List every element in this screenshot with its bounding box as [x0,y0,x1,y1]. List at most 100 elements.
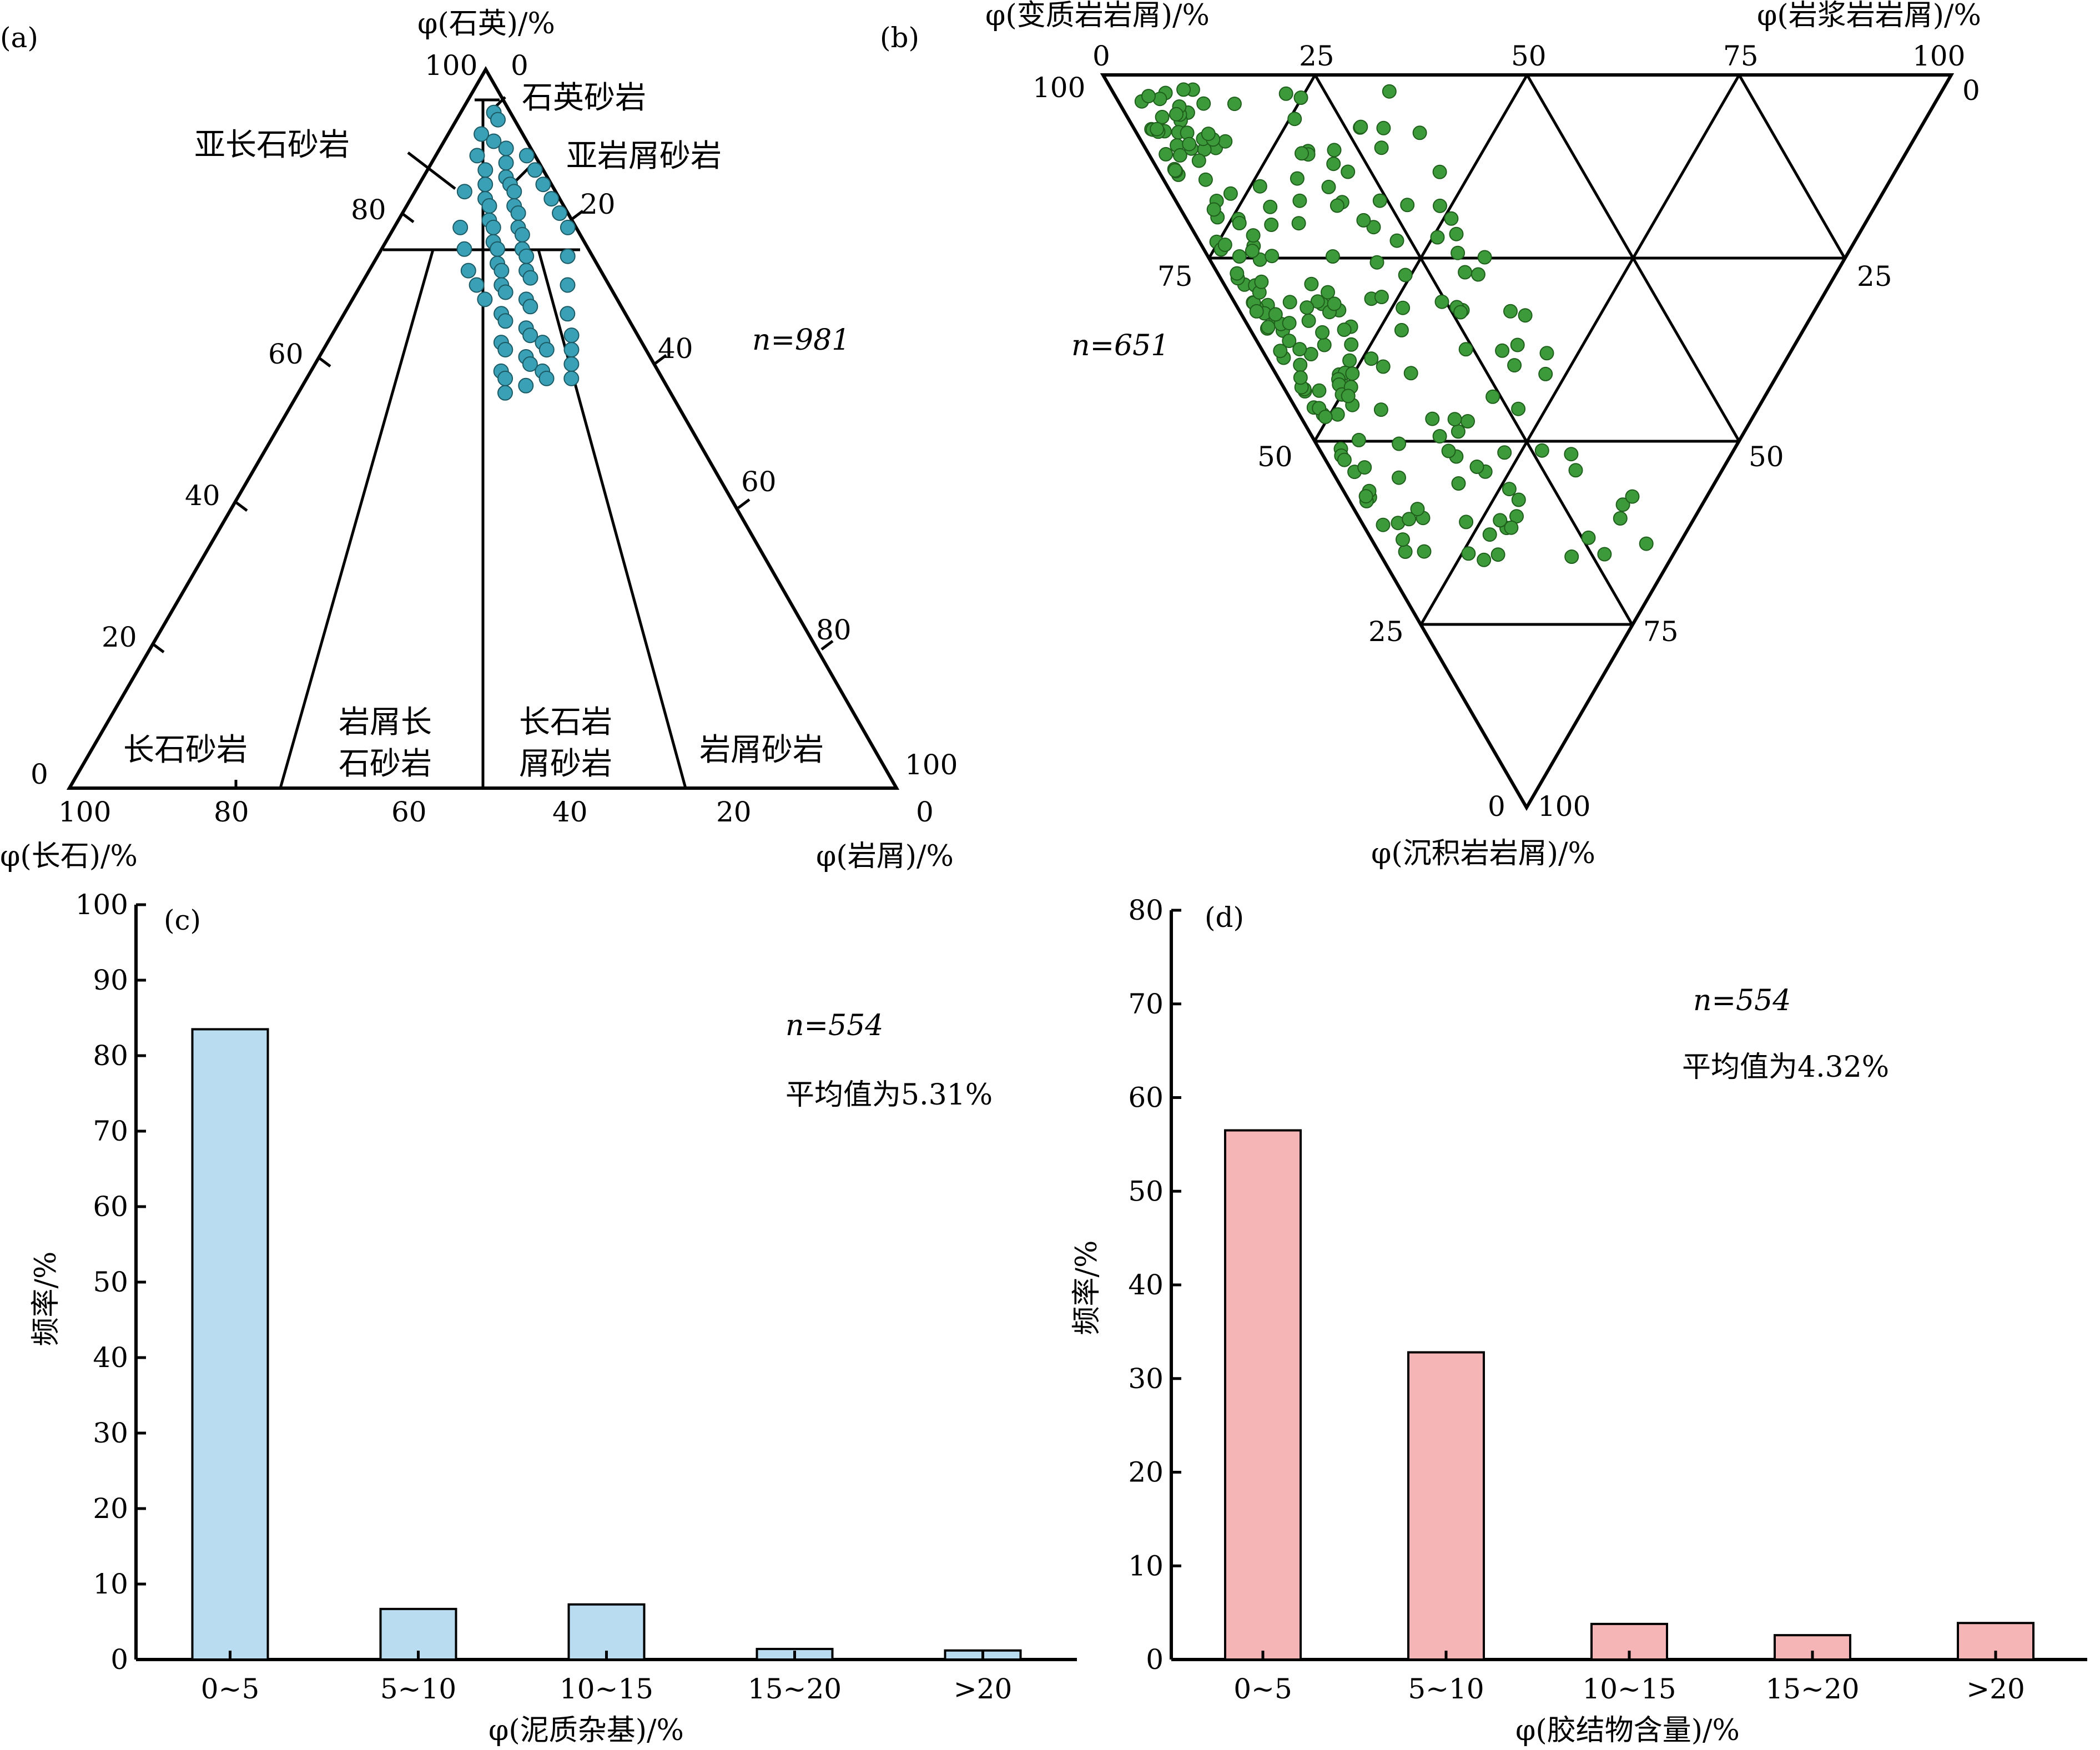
data-point [1396,532,1410,547]
data-point [1447,412,1462,427]
data-point [1369,255,1384,270]
data-point [1254,274,1269,289]
data-point [1327,296,1342,311]
data-point [1318,410,1333,425]
tick-label: 0 [1092,40,1110,72]
data-point [1232,216,1247,230]
data-point [1449,226,1464,241]
data-point [490,241,506,257]
data-point [1432,164,1447,179]
data-point [1564,447,1579,462]
data-point [1581,530,1596,545]
y-tick-label: 40 [93,1342,128,1374]
data-point [1159,147,1174,162]
grid-line [1419,74,1741,626]
data-point [1507,358,1522,373]
bar-chart-c: (c) 0 10 20 30 40 50 60 70 80 90 100 0~5 5~10 10~15 1… [29,889,1077,1747]
grid-line [1207,74,1317,259]
grid-line [1525,74,1741,442]
data-point [563,370,580,386]
tick-label: 40 [658,332,693,365]
data-point [456,241,472,257]
data-point [1389,233,1404,248]
data-point [1330,198,1344,213]
data-points-b [1134,82,1654,567]
y-tick-label: 60 [93,1191,128,1223]
tick-label: 75 [1157,260,1193,292]
data-point [460,263,476,279]
data-point [538,342,555,358]
data-point [1511,401,1526,416]
field-boundary-right [537,249,687,789]
data-point [1317,337,1332,352]
y-tick-label: 80 [1128,894,1164,926]
data-point [1458,265,1473,280]
data-point [1538,366,1553,381]
y-tick-label: 0 [110,1643,128,1676]
data-point [481,198,497,214]
data-point [560,219,576,235]
data-point [452,219,469,235]
data-point [1374,140,1389,155]
tick-label: 80 [351,194,386,226]
data-point [1232,249,1247,264]
x-tick-label: 10~15 [560,1673,653,1705]
data-point [1376,517,1391,532]
data-point [1403,366,1418,381]
tick-label: 0 [1962,74,1980,107]
tick-label: 0 [1488,790,1505,823]
data-point [474,126,490,142]
tick-label: 40 [185,480,220,512]
y-tick-label: 40 [1128,1269,1164,1301]
data-point [1539,346,1554,361]
data-point [1392,436,1407,451]
data-point [514,226,530,243]
bar [191,1028,269,1661]
field-label-line1: 岩屑长 [339,704,432,740]
data-point [1345,366,1360,381]
data-point [1451,245,1466,260]
mean-label-d: 平均值为4.32% [1682,1051,1889,1084]
data-point [1396,300,1411,315]
data-points-a [452,104,580,401]
tick-label: 60 [391,796,427,828]
data-point [1425,411,1440,426]
right-ticks-a [571,210,834,650]
data-point [1364,351,1379,366]
y-tick-label: 70 [1128,988,1164,1020]
data-point [522,327,538,344]
data-point [1227,97,1242,112]
data-point [1510,337,1525,352]
data-point [522,299,538,315]
y-tick-label: 70 [93,1115,128,1147]
data-point [1287,112,1302,127]
data-point [1430,230,1445,245]
tick-label: 100 [425,49,477,82]
tick-label: 100 [58,796,111,828]
data-point [560,248,576,264]
data-point [1470,267,1485,282]
y-tick-label: 100 [75,889,128,921]
tick-label: 25 [1299,40,1334,72]
field-label-line2: 石砂岩 [339,746,432,782]
data-point [1218,134,1233,149]
data-point [497,385,513,401]
data-point [1341,389,1356,404]
field-label: 亚长石砂岩 [194,127,350,163]
tick-label: 50 [1257,441,1293,473]
y-tick-label: 30 [93,1417,128,1449]
data-point [1292,193,1307,208]
data-point [1282,295,1297,310]
data-point [518,248,535,264]
top-axis-title-a: φ(石英)/% [417,7,555,41]
data-point [527,162,543,178]
data-point [497,284,513,300]
data-point [498,155,514,171]
data-point [1373,402,1388,417]
data-point [1597,547,1612,562]
data-point [1356,213,1371,228]
data-point [1264,218,1279,232]
tick-label: 40 [552,796,588,828]
data-point [1432,429,1447,443]
